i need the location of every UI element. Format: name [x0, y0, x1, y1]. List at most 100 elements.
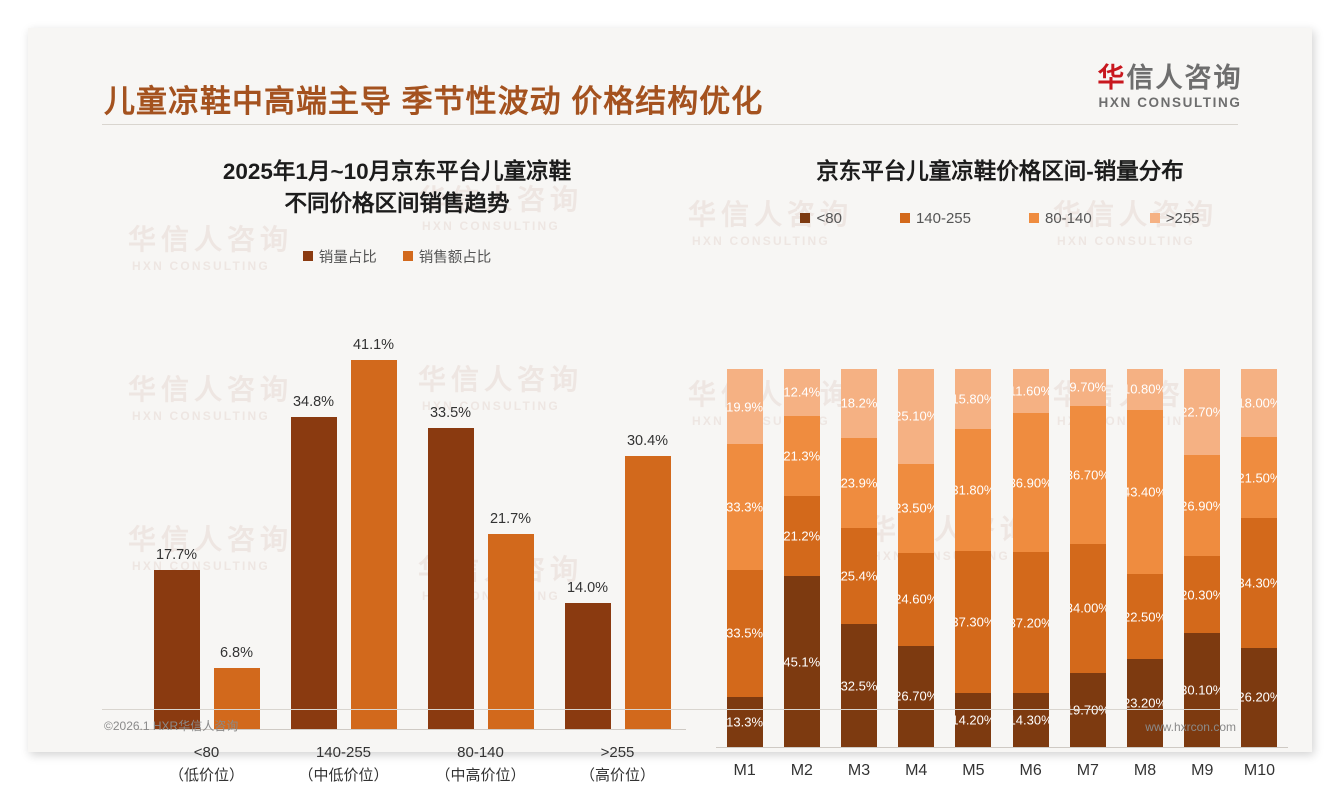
- bar-rect[interactable]: [564, 603, 611, 729]
- stack-segment[interactable]: 19.9%: [726, 369, 763, 445]
- bar-group: 34.8% 41.1%: [275, 316, 412, 729]
- stack-segment[interactable]: 30.10%: [1184, 633, 1221, 747]
- stack-segment[interactable]: 45.1%: [783, 576, 820, 747]
- stack-segment-label: 23.50%: [898, 500, 934, 516]
- stack-segment-label: 22.50%: [1127, 609, 1163, 625]
- bar-rect[interactable]: [350, 360, 397, 729]
- stack-segment[interactable]: 9.70%: [1069, 369, 1106, 406]
- stack-segment-label: 21.3%: [783, 448, 820, 464]
- stack-segment[interactable]: 23.20%: [1127, 659, 1164, 747]
- x-tick-label-sub: （高价位）: [579, 766, 655, 784]
- left-chart-bar-groups: 17.7% 6.8% 34.8% 41.1% 33.5% 21.7% 14.0% 30.4%: [138, 316, 686, 729]
- bar-column[interactable]: 17.7%: [153, 547, 200, 729]
- stack-segment[interactable]: 26.90%: [1184, 454, 1221, 557]
- stack-segment[interactable]: 23.50%: [898, 463, 935, 553]
- x-tick-label: M8: [1133, 762, 1157, 779]
- stack-segment[interactable]: 37.20%: [1012, 552, 1049, 693]
- stack-segment-label: 34.00%: [1070, 600, 1106, 616]
- bar-pair: 17.7% 6.8%: [138, 316, 275, 729]
- stack-segment[interactable]: 26.70%: [898, 645, 935, 747]
- stack-segment-label: 15.80%: [955, 391, 991, 407]
- stack-segment[interactable]: 20.30%: [1184, 556, 1221, 634]
- bar-pair: 14.0% 30.4%: [549, 316, 686, 729]
- left-chart-title: 2025年1月~10月京东平台儿童凉鞋 不同价格区间销售趋势: [102, 156, 692, 220]
- stack-segment[interactable]: 21.50%: [1241, 437, 1278, 519]
- bar-rect[interactable]: [290, 416, 337, 729]
- bar-value-label: 30.4%: [626, 433, 669, 450]
- left-chart-legend: 销量占比 销售额占比: [102, 246, 692, 267]
- stack-segment[interactable]: 33.5%: [726, 570, 763, 697]
- stack-segment[interactable]: 14.30%: [1012, 692, 1049, 747]
- bar-rect[interactable]: [213, 667, 260, 729]
- left-chart-plot-area: 17.7% 6.8% 34.8% 41.1% 33.5% 21.7% 14.0% 30.4% …: [138, 316, 686, 796]
- bar-column[interactable]: 41.1%: [350, 337, 397, 729]
- stack-segment[interactable]: 23.9%: [841, 437, 877, 529]
- stack-segment-label: 9.70%: [1069, 379, 1106, 395]
- right-chart-x-axis-line: [716, 747, 1288, 748]
- stack-segment-label: 12.4%: [783, 384, 820, 400]
- x-tick-label: M10: [1243, 762, 1275, 779]
- stack-segment[interactable]: 18.00%: [1241, 369, 1278, 438]
- stack-segment[interactable]: 31.80%: [955, 429, 992, 551]
- left-chart-title-line2: 不同价格区间销售趋势: [284, 190, 510, 216]
- stack-segment[interactable]: 25.10%: [898, 369, 935, 464]
- stack-segment[interactable]: 21.3%: [783, 415, 820, 497]
- company-logo: 华信人咨询 HXN CONSULTING: [1070, 64, 1270, 111]
- logo-chinese-text: 华信人咨询: [1070, 64, 1270, 92]
- stack-segment[interactable]: 26.20%: [1241, 647, 1278, 747]
- stack-segment[interactable]: 37.30%: [955, 550, 992, 693]
- legend-item[interactable]: 80-140: [1029, 210, 1092, 227]
- stack-segment[interactable]: 21.2%: [783, 496, 820, 577]
- stack-segment-label: 31.80%: [955, 482, 991, 498]
- bar-rect[interactable]: [153, 570, 200, 729]
- stack-segment-label: 22.70%: [1184, 404, 1220, 420]
- stack-segment[interactable]: 14.20%: [955, 692, 992, 747]
- footer-divider: [102, 709, 1238, 710]
- legend-swatch-icon: [899, 213, 910, 224]
- header-divider: [102, 124, 1238, 125]
- legend-item[interactable]: <80: [800, 209, 842, 227]
- right-chart-plot-area: 19.9% 33.3% 33.5% 13.3% 12.4% 21.3% 21.2% 45.1%…: [716, 311, 1288, 796]
- legend-item[interactable]: 销售额占比: [402, 246, 491, 267]
- legend-item[interactable]: 销量占比: [302, 246, 377, 267]
- bar-column[interactable]: 6.8%: [213, 645, 260, 729]
- stack-segment[interactable]: 43.40%: [1127, 409, 1164, 575]
- bar-column[interactable]: 30.4%: [624, 433, 671, 729]
- legend-item[interactable]: >255: [1149, 210, 1200, 227]
- legend-label: 销量占比: [318, 249, 377, 266]
- stack-segment[interactable]: 18.2%: [841, 369, 877, 438]
- stack-wrapper: 10.80% 43.40% 22.50% 23.20%: [1127, 369, 1164, 747]
- stack-segment[interactable]: 32.5%: [841, 624, 877, 747]
- stack-segment[interactable]: 10.80%: [1127, 369, 1164, 410]
- stack-segment[interactable]: 33.3%: [726, 444, 763, 571]
- stack-segment[interactable]: 15.80%: [955, 369, 992, 430]
- bar-column[interactable]: 21.7%: [487, 511, 534, 729]
- legend-item[interactable]: 140-255: [899, 210, 971, 227]
- bar-rect[interactable]: [624, 456, 671, 729]
- bar-rect[interactable]: [427, 428, 474, 729]
- x-tick-label: <80 （低价位）: [138, 732, 275, 796]
- bar-column[interactable]: 14.0%: [564, 580, 611, 729]
- bar-column[interactable]: 33.5%: [427, 405, 474, 729]
- stack-segment[interactable]: 12.4%: [783, 369, 820, 416]
- stack-segment[interactable]: 22.70%: [1184, 369, 1221, 455]
- stacked-column: 25.10% 23.50% 24.60% 26.70%: [888, 369, 945, 747]
- stack-segment[interactable]: 13.3%: [726, 696, 763, 747]
- left-chart-title-line1: 2025年1月~10月京东平台儿童凉鞋: [222, 159, 572, 184]
- stack-segment[interactable]: 24.60%: [898, 552, 935, 646]
- stack-segment[interactable]: 36.70%: [1069, 405, 1106, 545]
- stack-wrapper: 15.80% 31.80% 37.30% 14.20%: [955, 369, 992, 747]
- stack-segment[interactable]: 34.30%: [1241, 518, 1278, 648]
- legend-label: <80: [816, 209, 842, 227]
- stack-segment[interactable]: 25.4%: [841, 528, 877, 625]
- stack-segment-label: 18.2%: [841, 395, 877, 411]
- stack-segment[interactable]: 22.50%: [1127, 574, 1164, 660]
- bar-column[interactable]: 34.8%: [290, 394, 337, 729]
- bar-value-label: 34.8%: [292, 393, 335, 410]
- bar-rect[interactable]: [487, 534, 534, 729]
- legend-swatch-icon: [1029, 213, 1039, 224]
- left-chart-panel: 2025年1月~10月京东平台儿童凉鞋 不同价格区间销售趋势 销量占比 销售额占比…: [102, 156, 692, 784]
- stack-segment[interactable]: 36.90%: [1012, 412, 1049, 553]
- stack-segment[interactable]: 11.60%: [1012, 369, 1049, 413]
- stack-segment[interactable]: 34.00%: [1069, 544, 1106, 673]
